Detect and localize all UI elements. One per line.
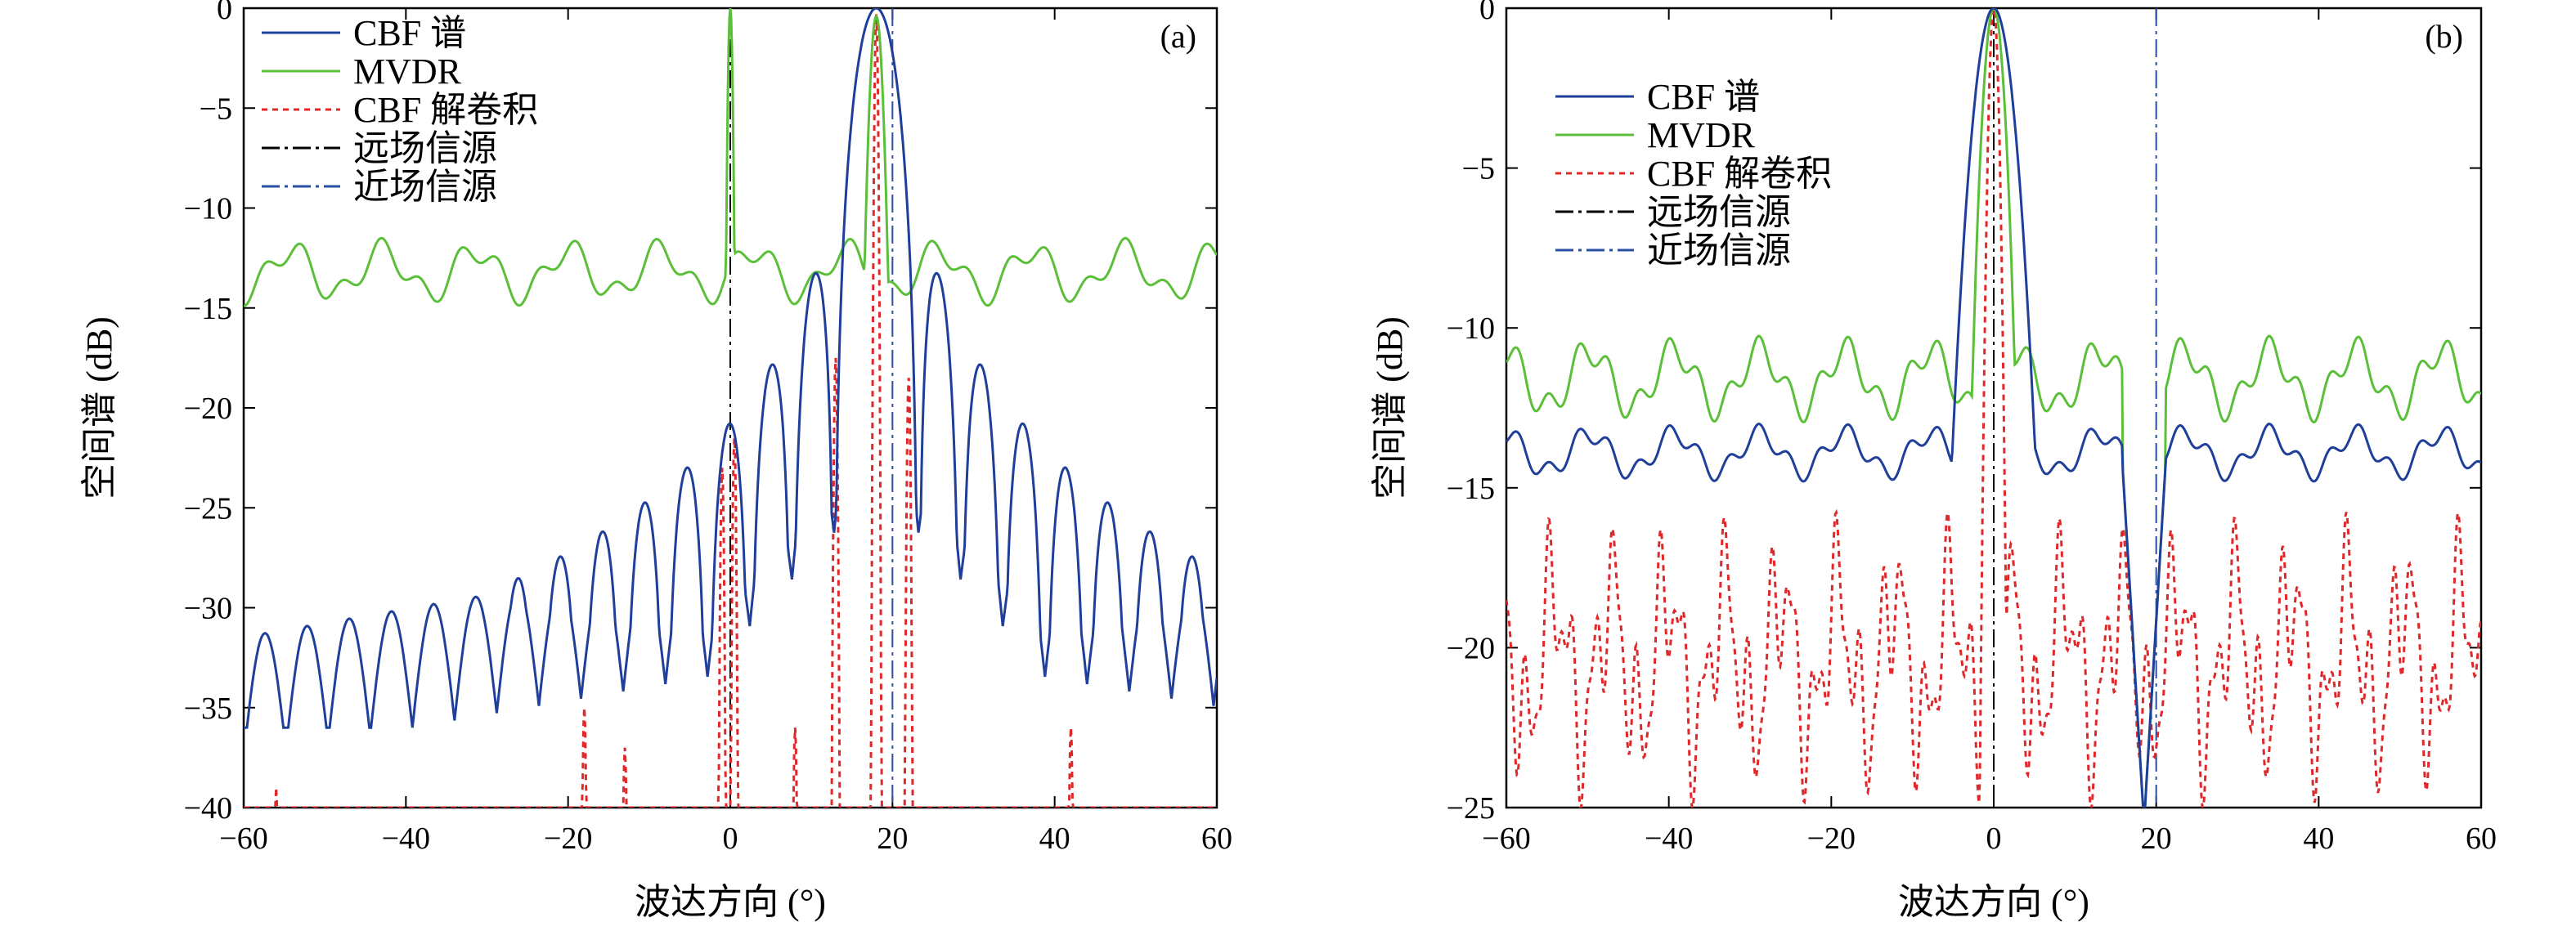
x-tick-label: 60	[2466, 821, 2497, 856]
x-tick-label: 40	[1039, 821, 1070, 856]
y-tick-label: −35	[184, 692, 232, 726]
x-tick-label: −40	[1645, 821, 1693, 856]
x-tick-label: −40	[382, 821, 430, 856]
y-tick-label: −25	[1447, 791, 1495, 826]
legend-label: MVDR	[353, 51, 462, 92]
x-tick-label: −60	[219, 821, 267, 856]
panel-label-b: (b)	[2425, 18, 2463, 55]
legend-label: 远场信源	[353, 128, 497, 168]
legend-label: 远场信源	[1647, 192, 1791, 232]
series-line-cbf	[244, 8, 1217, 729]
series-line-mvdr	[244, 8, 1217, 307]
series-line-cbf	[1506, 8, 2481, 808]
series-line-deconv	[1506, 8, 2481, 808]
legend-label: 近场信源	[1647, 231, 1791, 271]
x-tick-label: −20	[1807, 821, 1856, 856]
y-tick-label: 0	[1479, 0, 1495, 26]
y-tick-label: −10	[1447, 311, 1495, 346]
x-tick-label: 0	[1986, 821, 2002, 856]
x-tick-label: 20	[2141, 821, 2172, 856]
x-tick-label: 60	[1201, 821, 1232, 856]
legend-label: CBF 谱	[1647, 77, 1760, 117]
x-tick-label: −60	[1482, 821, 1530, 856]
legend-label: 近场信源	[353, 167, 497, 207]
x-tick-label: 20	[877, 821, 908, 856]
y-tick-label: −5	[1462, 152, 1495, 186]
y-tick-label: −10	[184, 192, 232, 226]
legend-label: CBF 解卷积	[353, 90, 538, 130]
x-tick-label: −20	[544, 821, 592, 856]
y-tick-label: −25	[184, 491, 232, 526]
y-tick-label: −20	[1447, 631, 1495, 665]
y-tick-label: −15	[1447, 472, 1495, 506]
x-tick-label: 40	[2303, 821, 2334, 856]
y-tick-label: −20	[184, 392, 232, 426]
legend-label: CBF 谱	[353, 13, 466, 53]
chart-panel-b: −60 −40 −20 0 20 40 60 0 −5 −10 −15 −20 −25 (b) CBF …	[1370, 0, 2497, 922]
y-tick-label: −40	[184, 791, 232, 826]
y-tick-label: −15	[184, 292, 232, 326]
chart-panel-a: −60 −40 −20 0 20 40 600−5−10−15−20−25−30−35−40…	[79, 0, 1232, 922]
y-tick-label: −5	[200, 92, 232, 126]
y-tick-label: 0	[217, 0, 232, 26]
legend-label: CBF 解卷积	[1647, 154, 1832, 194]
panel-label-a: (a)	[1160, 18, 1196, 55]
x-axis-label-a: 波达方向 (°)	[635, 882, 826, 922]
x-tick-label: 0	[723, 821, 738, 856]
series-line-mvdr	[1506, 8, 2481, 808]
y-tick-label: −30	[184, 592, 232, 626]
x-axis-label-b: 波达方向 (°)	[1898, 882, 2089, 922]
marks-a: −60 −40 −20 0 20 40 600−5−10−15−20−25−30−35−40	[184, 0, 1232, 856]
y-axis-label-b: 空间谱 (dB)	[1370, 316, 1410, 499]
legend-label: MVDR	[1647, 115, 1756, 155]
marks-b: −60 −40 −20 0 20 40 60 0 −5 −10 −15 −20 −25	[1447, 0, 2497, 856]
y-axis-label-a: 空间谱 (dB)	[79, 316, 119, 499]
